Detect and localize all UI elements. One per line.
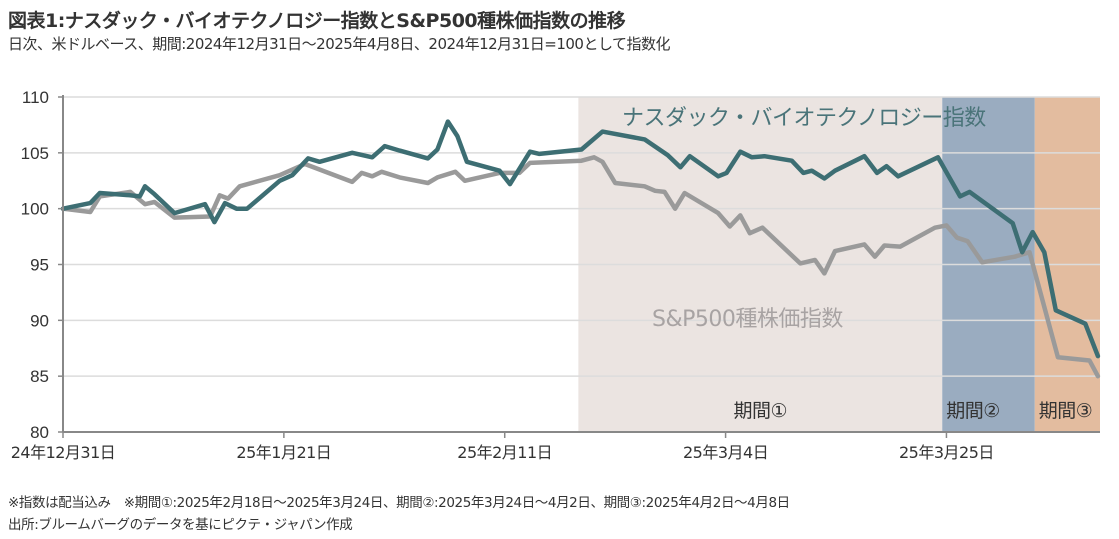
x-tick-label: 24年12月31日 — [11, 443, 116, 462]
chart-subtitle: 日次、米ドルベース、期間:2024年12月31日～2025年4月8日、2024年… — [8, 35, 671, 53]
y-tick-label: 80 — [30, 423, 49, 442]
annotations: ナスダック・バイオテクノロジー指数 S&P500種株価指数 期間① 期間② 期間③ — [622, 106, 1093, 422]
series-lines — [60, 119, 1101, 379]
nasdaq-biotech-line — [60, 119, 1101, 359]
sp500-line — [60, 155, 1101, 379]
y-tick-label: 100 — [21, 200, 49, 219]
x-tick-label: 25年3月25日 — [899, 443, 994, 462]
x-tick-label: 25年2月11日 — [457, 443, 552, 462]
y-tick-label: 90 — [30, 311, 49, 330]
period-label-3: 期間③ — [1039, 400, 1093, 422]
y-tick-label: 110 — [22, 88, 49, 107]
y-tick-label: 85 — [30, 367, 49, 386]
axes: 80 85 90 95 100 105 110 24年12月31日 25年1月21日 25年2月1… — [11, 88, 1100, 462]
y-tick-label: 95 — [30, 256, 49, 275]
line-chart: 80 85 90 95 100 105 110 24年12月31日 25年1月21日 25年2月1… — [11, 88, 1101, 462]
period-label-2: 期間② — [946, 400, 1000, 422]
chart-title: 図表1:ナスダック・バイオテクノロジー指数とS&P500種株価指数の推移 — [8, 10, 626, 32]
source-note: 出所:ブルームバーグのデータを基にピクテ・ジャパン作成 — [8, 517, 353, 533]
sp500-series-label: S&P500種株価指数 — [652, 307, 843, 332]
x-tick-label: 25年1月21日 — [236, 443, 331, 462]
period-label-1: 期間① — [734, 400, 788, 422]
footnote: ※指数は配当込み ※期間①:2025年2月18日～2025年3月24日、期間②:… — [8, 495, 790, 511]
gridlines — [63, 96, 1100, 377]
x-tick-label: 25年3月4日 — [683, 443, 768, 462]
y-tick-label: 105 — [21, 144, 49, 163]
nasdaq-series-label: ナスダック・バイオテクノロジー指数 — [622, 106, 986, 131]
